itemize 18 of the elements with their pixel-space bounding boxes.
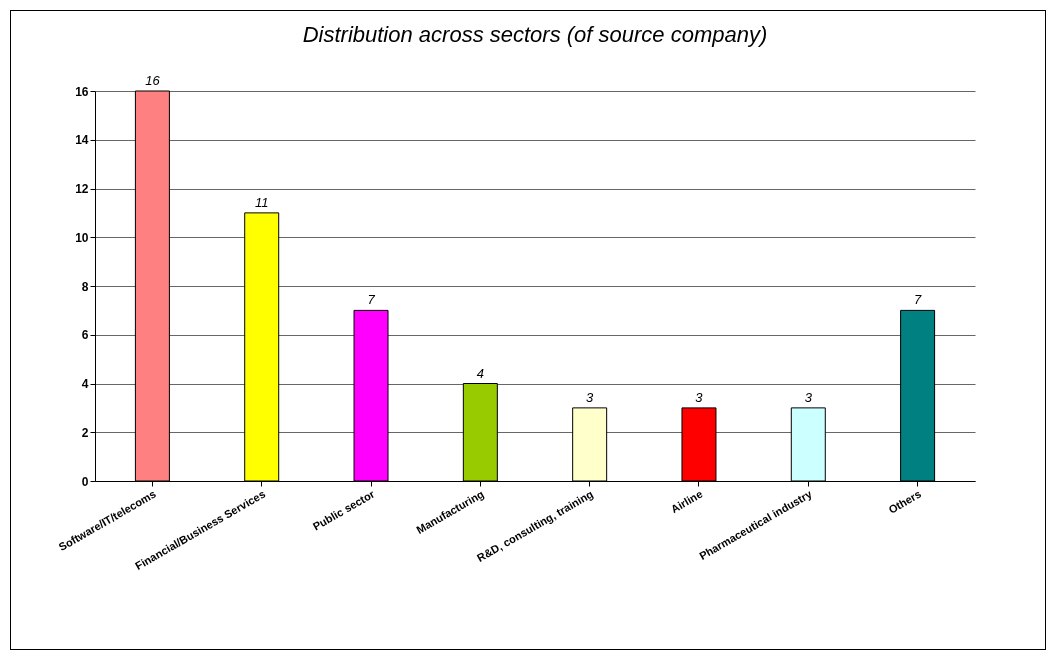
- y-tick-label: 0: [81, 474, 89, 489]
- y-tick-label: 14: [75, 133, 89, 148]
- y-tick-label: 4: [81, 377, 89, 391]
- y-tick-label: 10: [75, 230, 89, 245]
- y-tick-label: 6: [81, 328, 89, 343]
- data-label: 7: [367, 292, 376, 308]
- data-label: 7: [913, 292, 922, 308]
- y-tick-label: 16: [75, 84, 89, 99]
- y-tick-label: 12: [75, 182, 89, 196]
- chart-title: Distribution across sectors (of source company): [302, 22, 768, 47]
- data-label: 3: [804, 389, 813, 405]
- data-label: 3: [695, 389, 704, 405]
- data-label: 16: [145, 73, 161, 88]
- data-label: 4: [476, 365, 484, 381]
- y-tick-label: 2: [81, 425, 89, 440]
- y-tick-label: 8: [81, 279, 89, 294]
- data-label: 11: [254, 194, 269, 210]
- data-label: 3: [586, 389, 595, 405]
